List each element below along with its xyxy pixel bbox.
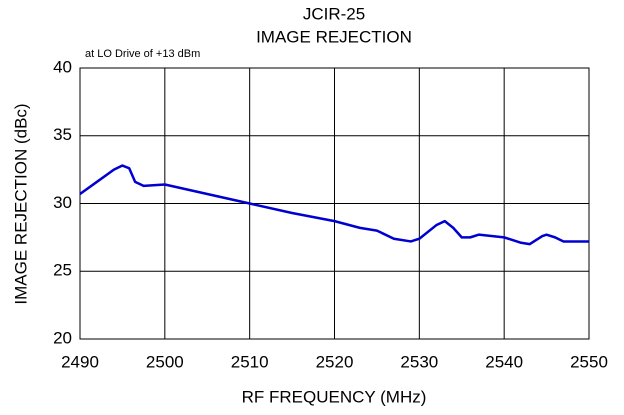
y-axis-label: IMAGE REJECTION (dBc) bbox=[11, 103, 30, 304]
x-tick-label: 2550 bbox=[570, 352, 608, 371]
x-tick-label: 2520 bbox=[316, 352, 354, 371]
chart-subtitle: IMAGE REJECTION bbox=[256, 27, 412, 46]
x-tick-label: 2510 bbox=[231, 352, 269, 371]
y-tick-label: 40 bbox=[53, 57, 72, 76]
x-tick-label: 2540 bbox=[485, 352, 523, 371]
x-tick-label: 2490 bbox=[61, 352, 99, 371]
data-line bbox=[79, 164, 589, 246]
y-tick-label: 30 bbox=[53, 193, 72, 212]
y-tick-label: 35 bbox=[53, 125, 72, 144]
plot-frame bbox=[79, 67, 590, 340]
y-tick-label: 25 bbox=[53, 261, 72, 280]
y-tick-label: 20 bbox=[53, 328, 72, 347]
chart-title: JCIR-25 bbox=[303, 4, 365, 23]
annotation: at LO Drive of +13 dBm bbox=[85, 48, 200, 60]
x-tick-label: 2500 bbox=[146, 352, 184, 371]
x-tick-label: 2530 bbox=[400, 352, 438, 371]
x-axis-label: RF FREQUENCY (MHz) bbox=[242, 387, 427, 406]
